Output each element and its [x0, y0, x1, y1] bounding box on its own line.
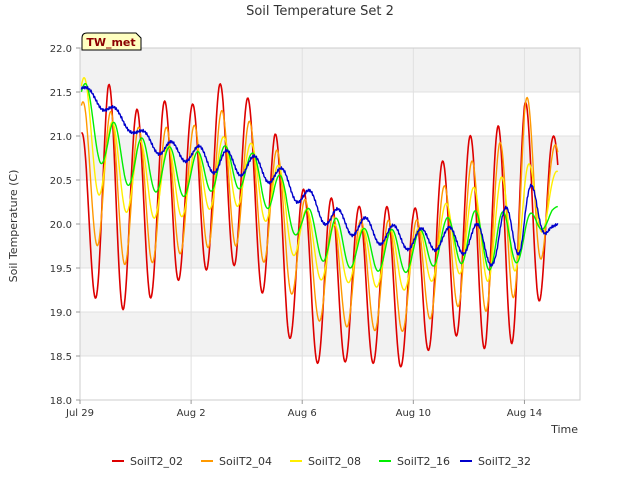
legend-item-SoilT2_08: SoilT2_08: [290, 455, 361, 468]
plot-band: [80, 48, 580, 92]
legend-label: SoilT2_16: [397, 455, 450, 468]
x-tick-label: Aug 2: [177, 408, 206, 419]
legend: SoilT2_02 SoilT2_04 SoilT2_08 SoilT2_16 Soil…: [112, 455, 531, 468]
legend-item-SoilT2_32: SoilT2_32: [460, 455, 531, 468]
y-tick-label: 21.0: [50, 132, 72, 143]
site-badge-box: [81, 32, 142, 51]
series-line-SoilT2_32: [80, 85, 559, 267]
legend-label: SoilT2_32: [478, 455, 531, 468]
y-tick-label: 21.5: [50, 88, 72, 99]
x-axis: Jul 29 Aug 2 Aug 6 Aug 10 Aug 14: [65, 400, 542, 419]
chart-title: Soil Temperature Set 2: [246, 4, 394, 19]
series-line-SoilT2_08: [80, 77, 559, 291]
series-lines: [80, 77, 559, 368]
legend-item-SoilT2_02: SoilT2_02: [112, 455, 183, 468]
plot-band: [80, 356, 580, 400]
plot-band: [80, 92, 580, 136]
y-tick-label: 19.5: [50, 264, 72, 275]
legend-label: SoilT2_08: [308, 455, 361, 468]
legend-label: SoilT2_04: [219, 455, 272, 468]
y-tick-label: 20.0: [50, 220, 72, 231]
x-tick-label: Jul 29: [65, 408, 94, 419]
series-line-SoilT2_16: [80, 83, 558, 274]
site-badge-label: TW_met: [86, 36, 135, 49]
gridlines: [79, 47, 580, 401]
y-tick-label: 18.0: [50, 396, 72, 407]
plot-band: [80, 268, 580, 312]
x-tick-label: Aug 14: [507, 408, 542, 419]
y-tick-label: 19.0: [50, 308, 72, 319]
x-tick-label: Aug 10: [396, 408, 431, 419]
y-tick-label: 18.5: [50, 352, 72, 363]
plot-band: [80, 312, 580, 356]
site-badge: TW_met: [81, 32, 142, 51]
y-tick-label: 22.0: [50, 44, 72, 55]
legend-item-SoilT2_16: SoilT2_16: [379, 455, 450, 468]
x-tick-label: Aug 6: [288, 408, 317, 419]
y-axis-label: Soil Temperature (C): [7, 170, 20, 283]
series-line-SoilT2_02: [81, 83, 559, 368]
y-tick-label: 20.5: [50, 176, 72, 187]
legend-item-SoilT2_04: SoilT2_04: [201, 455, 272, 468]
x-axis-label: Time: [550, 423, 578, 436]
legend-label: SoilT2_02: [130, 455, 183, 468]
y-axis: 18.0 18.5 19.0 19.5 20.0 20.5 21.0 21.5 22.0: [50, 44, 80, 407]
plot-band: [80, 136, 580, 180]
